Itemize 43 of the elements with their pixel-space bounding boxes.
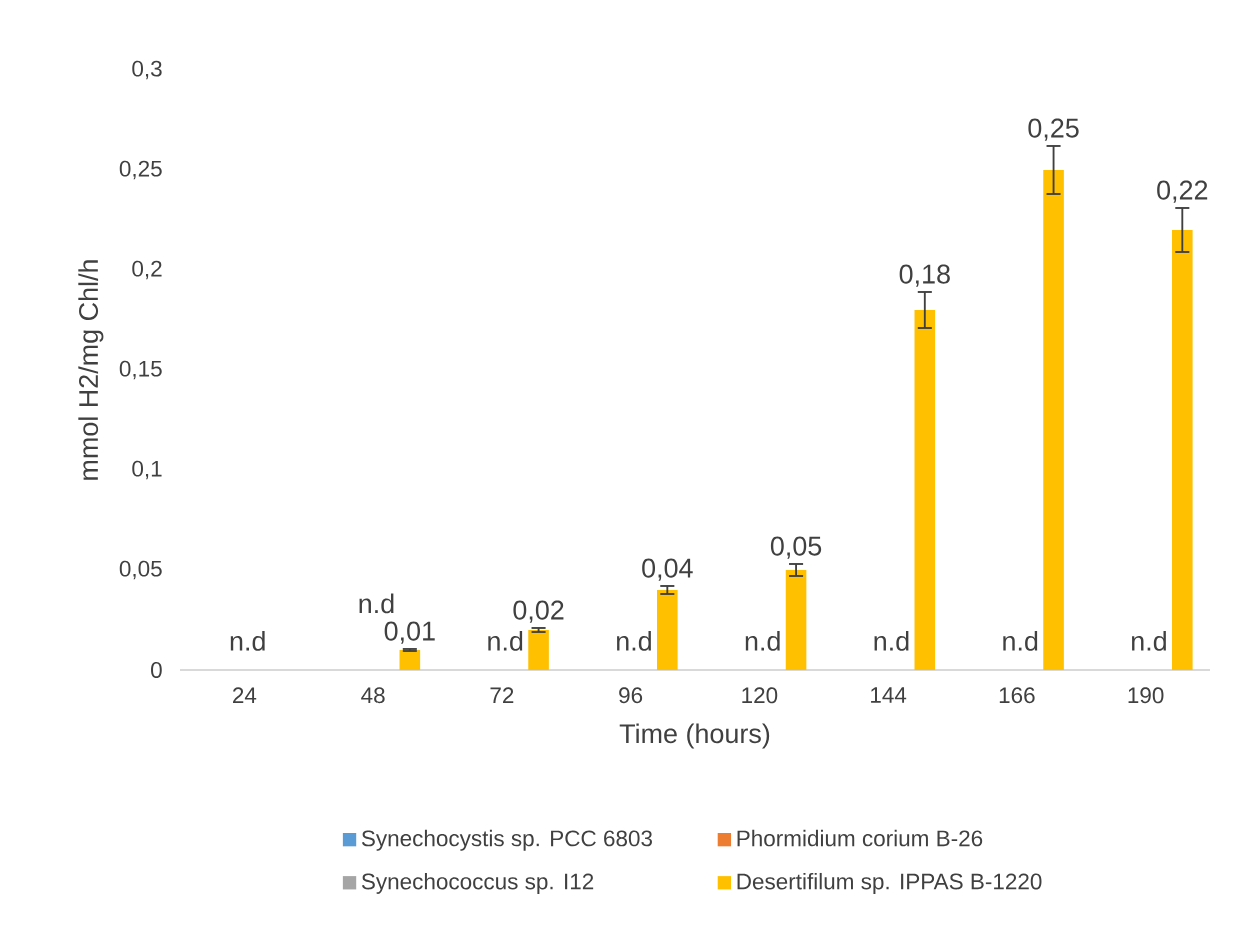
data-label: n.d: [488, 631, 523, 651]
data-label: 0,18: [899, 264, 950, 287]
legend-label: Synechocystis sp. PCC 6803: [361, 829, 652, 851]
data-label: n.d: [1132, 631, 1166, 651]
data-label: 0,01: [384, 621, 435, 644]
data-label: n.d: [1003, 631, 1038, 651]
legend-label: Phormidium corium B-26: [737, 829, 983, 847]
data-label: n.d: [874, 631, 909, 651]
y-axis-title: mmol H2/mg Chl/h: [78, 260, 104, 480]
bar: [399, 649, 421, 670]
data-label: n.d: [359, 593, 394, 614]
y-tick-label: 0,3: [132, 60, 162, 80]
bar: [1043, 169, 1064, 670]
data-label: 0,05: [770, 536, 822, 559]
bar: [528, 629, 549, 670]
y-tick-label: 0,2: [132, 260, 162, 280]
y-tick-label: 0,25: [119, 160, 162, 180]
x-tick-label: 96: [619, 687, 643, 704]
x-tick-label: 120: [742, 687, 778, 704]
data-label: n.d: [745, 631, 780, 651]
data-label: 0,22: [1157, 180, 1208, 203]
y-tick-label: 0,05: [119, 560, 162, 580]
x-tick-label: 166: [999, 687, 1035, 704]
legend-label: Synechococcus sp. I12: [361, 872, 594, 894]
bar: [1172, 229, 1193, 670]
y-tick-label: 0,15: [119, 360, 162, 380]
x-tick-label: 72: [490, 687, 514, 704]
data-label: n.d: [230, 631, 265, 651]
y-tick-label: 0: [151, 662, 162, 678]
y-tick-label: 0,1: [132, 460, 162, 480]
data-label: n.d: [617, 631, 651, 651]
legend-label: Desertifilum sp. IPPAS B-1220: [737, 872, 1042, 894]
data-label: 0,02: [513, 600, 564, 623]
x-tick-label: 190: [1128, 687, 1164, 704]
x-tick-label: 144: [871, 687, 907, 703]
data-label: 0,25: [1028, 118, 1079, 141]
x-axis-title: Time (hours): [619, 723, 770, 749]
bar: [785, 569, 807, 670]
data-label: 0,04: [642, 558, 693, 581]
x-tick-label: 48: [361, 687, 385, 704]
bar: [914, 309, 936, 670]
x-tick-label: 24: [233, 687, 257, 704]
bar: [657, 589, 678, 670]
